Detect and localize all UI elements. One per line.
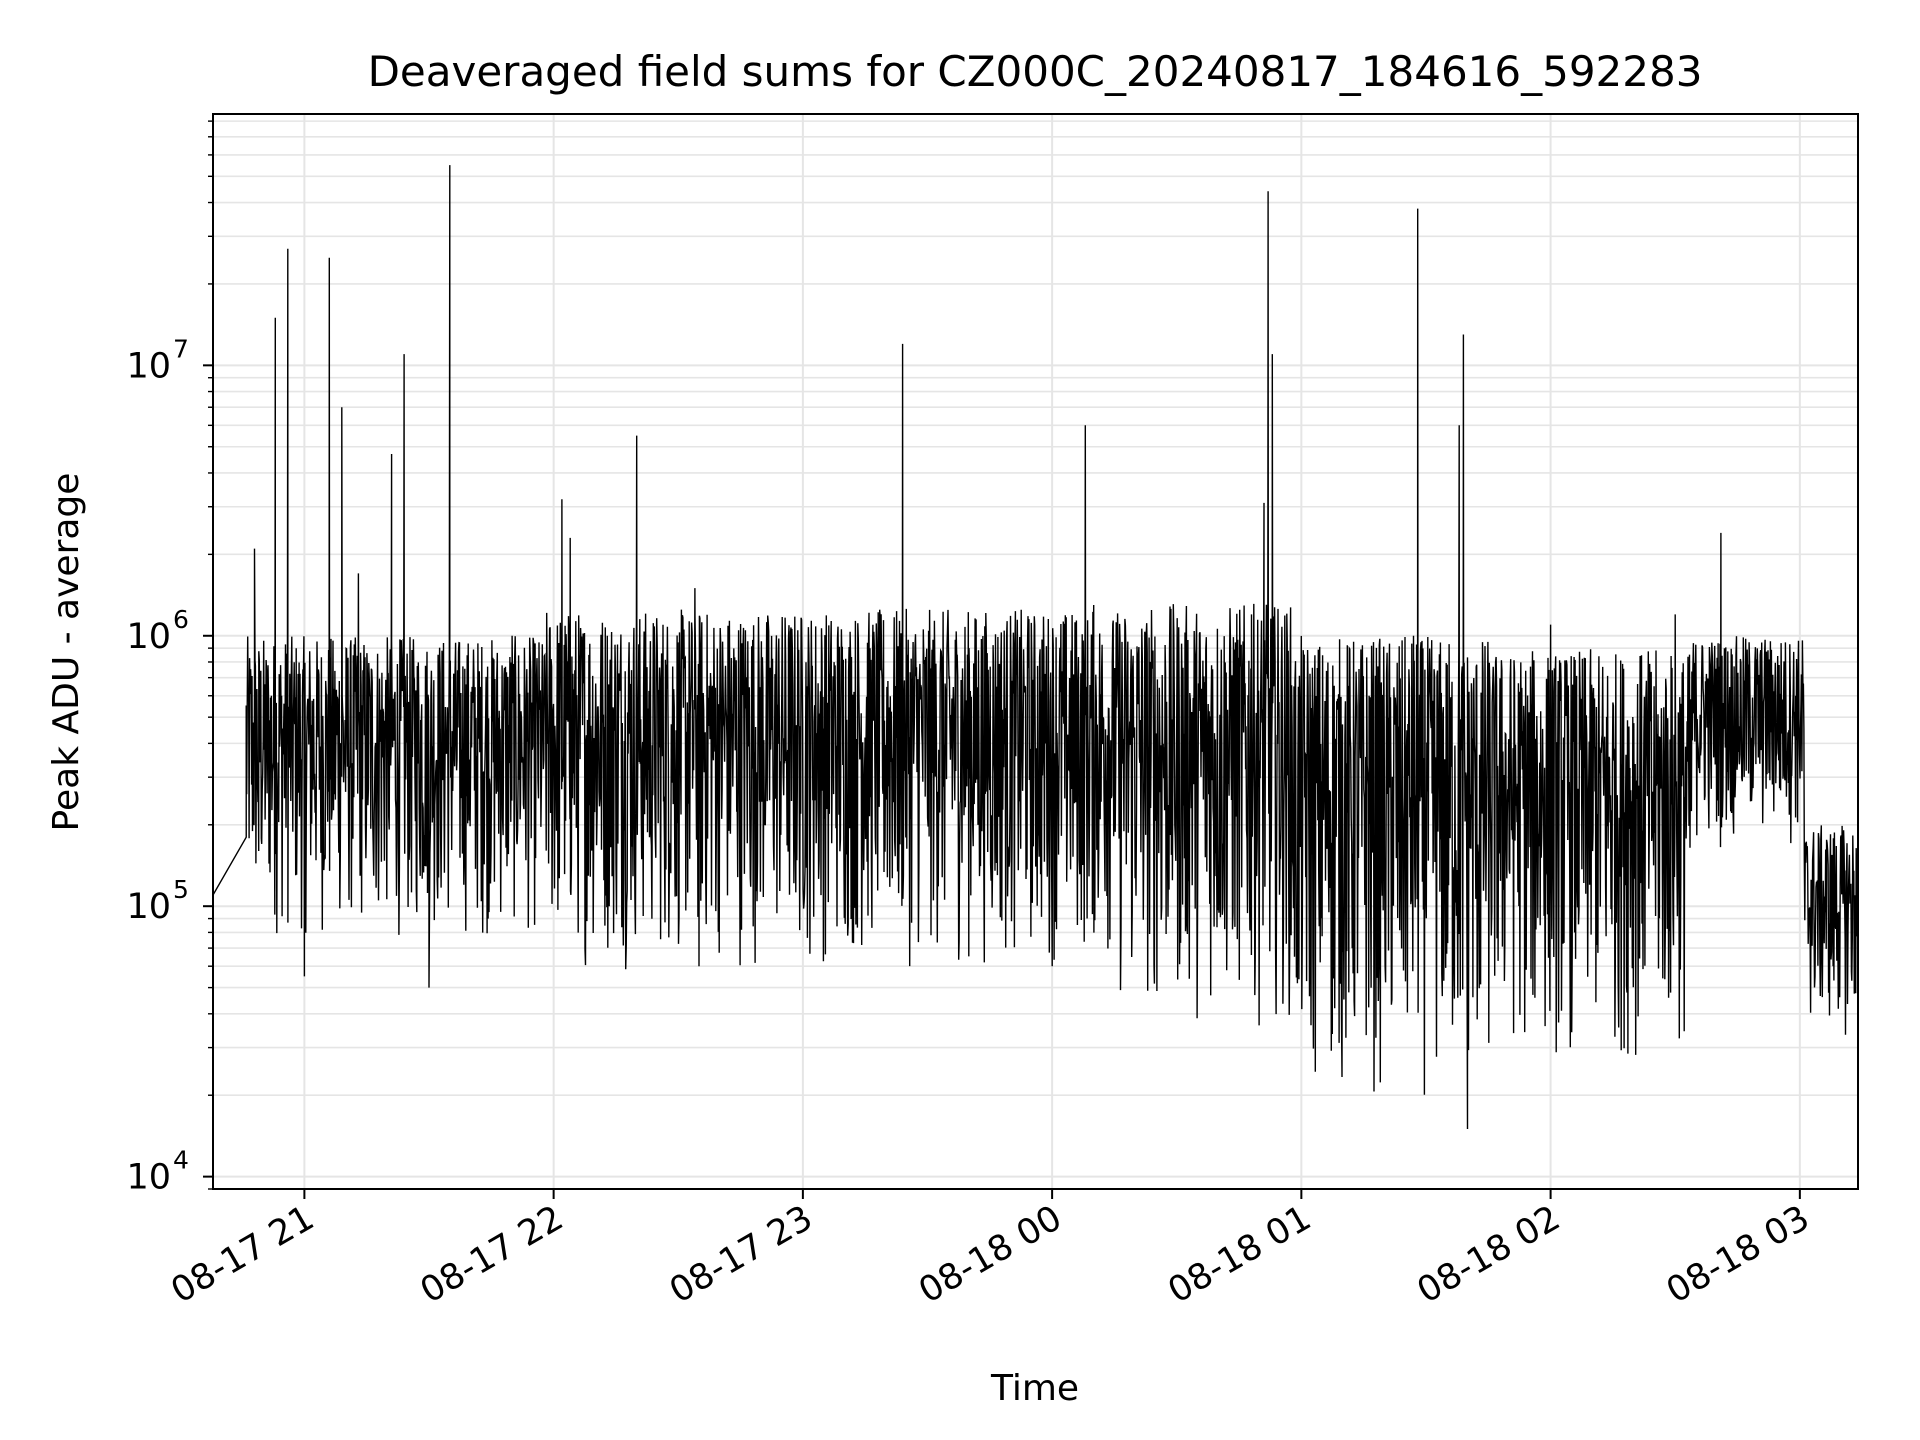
plot-frame [212, 113, 1859, 1190]
y-tick-label-base: 10 [126, 1158, 171, 1198]
y-axis-label: Peak ADU - average [46, 473, 87, 832]
y-tick-label: 10 4 [126, 1146, 188, 1198]
chart-title: Deaveraged field sums for CZ000C_2024081… [368, 47, 1703, 96]
y-tick-label-base: 10 [126, 617, 171, 657]
x-axis-label: Time [990, 1368, 1079, 1409]
y-tick-label-exponent: 6 [173, 605, 189, 634]
y-tick-label-exponent: 4 [173, 1146, 189, 1175]
series-line [213, 165, 1858, 1130]
y-tick-label: 10 7 [126, 334, 188, 386]
y-tick-label-exponent: 5 [173, 875, 189, 904]
y-tick-label: 10 6 [126, 605, 188, 657]
y-tick-label: 10 5 [126, 875, 188, 927]
y-tick-label-base: 10 [126, 887, 171, 927]
y-tick-label-base: 10 [126, 346, 171, 386]
plot-series-group [213, 165, 1858, 1130]
y-tick-label-exponent: 7 [173, 334, 189, 363]
